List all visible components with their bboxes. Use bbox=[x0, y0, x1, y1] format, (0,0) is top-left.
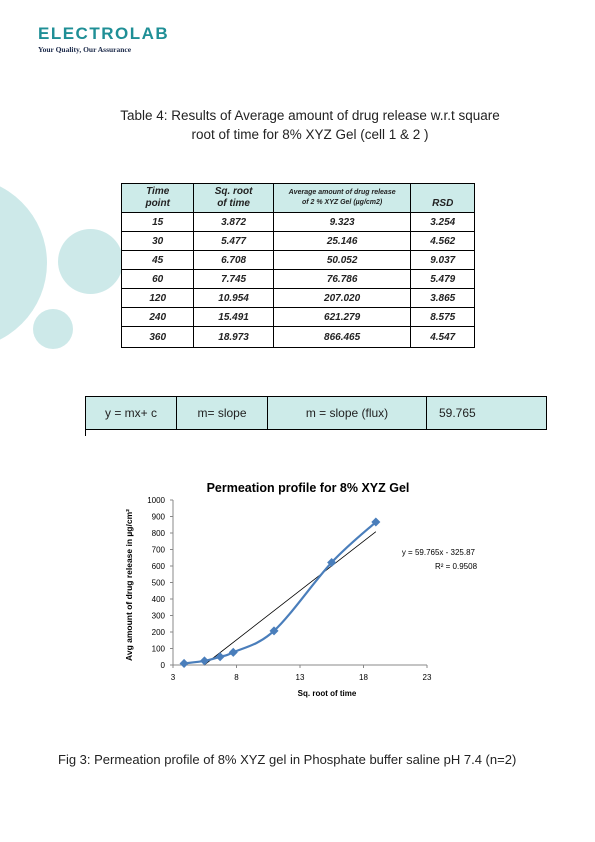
table-row: 45 6.708 50.052 9.037 bbox=[120, 250, 475, 270]
header-avg-line1: Average amount of drug release bbox=[288, 189, 396, 196]
data-point bbox=[269, 626, 279, 636]
table-title: Table 4: Results of Average amount of dr… bbox=[100, 106, 520, 144]
cell-time: 240 bbox=[120, 307, 195, 327]
y-tick-label: 900 bbox=[152, 513, 166, 522]
cell-time: 120 bbox=[120, 288, 195, 308]
slope-equation-cell: y = mx+ c bbox=[85, 396, 177, 430]
table-row: 240 15.491 621.279 8.575 bbox=[120, 307, 475, 327]
y-tick-label: 1000 bbox=[147, 496, 165, 505]
x-tick-label: 23 bbox=[423, 673, 432, 682]
cell-sqrt: 6.708 bbox=[193, 250, 274, 270]
logo-tagline: Your Quality, Our Assurance bbox=[38, 45, 132, 54]
cell-avg: 9.323 bbox=[272, 212, 412, 232]
cell-rsd: 4.562 bbox=[410, 231, 475, 251]
cell-avg: 866.465 bbox=[272, 326, 412, 348]
y-tick-label: 500 bbox=[152, 579, 166, 588]
cell-avg: 50.052 bbox=[272, 250, 412, 270]
header-avg-line2: of 2 % XYZ Gel (µg/cm2) bbox=[301, 199, 383, 206]
header-time-point: Time point bbox=[120, 183, 195, 213]
x-tick-label: 8 bbox=[234, 673, 239, 682]
y-tick-label: 800 bbox=[152, 529, 166, 538]
chart-series-group bbox=[179, 517, 381, 668]
table-row: 30 5.477 25.146 4.562 bbox=[120, 231, 475, 251]
header-time-line1: Time bbox=[146, 186, 170, 197]
decorative-circle-medium bbox=[58, 229, 123, 294]
data-point bbox=[199, 656, 209, 666]
company-logo: ELECTROLAB Your Quality, Our Assurance bbox=[38, 24, 170, 55]
slope-row: y = mx+ c m= slope m = slope (flux) 59.7… bbox=[85, 396, 547, 430]
cell-time: 15 bbox=[120, 212, 195, 232]
slope-value-cell: 59.765 bbox=[426, 396, 547, 430]
slope-label-cell: m= slope bbox=[176, 396, 268, 430]
cell-avg: 207.020 bbox=[272, 288, 412, 308]
y-tick-label: 300 bbox=[152, 612, 166, 621]
figure-caption: Fig 3: Permeation profile of 8% XYZ gel … bbox=[58, 752, 517, 767]
logo-name: ELECTROLAB bbox=[38, 24, 170, 43]
table-title-line-1: Table 4: Results of Average amount of dr… bbox=[120, 108, 500, 123]
drug-release-table: Time point Sq. root of time Average amou… bbox=[120, 183, 475, 348]
cell-avg: 621.279 bbox=[272, 307, 412, 327]
cell-avg: 25.146 bbox=[272, 231, 412, 251]
cell-sqrt: 15.491 bbox=[193, 307, 274, 327]
cell-sqrt: 5.477 bbox=[193, 231, 274, 251]
x-axis-label: Sq. root of time bbox=[298, 689, 357, 698]
y-tick-label: 600 bbox=[152, 562, 166, 571]
y-tick-label: 400 bbox=[152, 595, 166, 604]
slope-table: y = mx+ c m= slope m = slope (flux) 59.7… bbox=[85, 396, 547, 430]
header-sqrt-line2: of time bbox=[217, 198, 250, 209]
x-tick-label: 13 bbox=[296, 673, 305, 682]
y-tick-label: 100 bbox=[152, 645, 166, 654]
trendline-r-squared: R² = 0.9508 bbox=[435, 562, 478, 571]
chart-title: Permeation profile for 8% XYZ Gel bbox=[207, 481, 410, 495]
cell-sqrt: 3.872 bbox=[193, 212, 274, 232]
x-tick-label: 3 bbox=[171, 673, 176, 682]
data-point bbox=[215, 652, 225, 662]
header-time-line2: point bbox=[145, 198, 170, 209]
trendline bbox=[203, 531, 377, 666]
table-row: 120 10.954 207.020 3.865 bbox=[120, 288, 475, 308]
cell-rsd: 4.547 bbox=[410, 326, 475, 348]
cell-sqrt: 7.745 bbox=[193, 269, 274, 289]
trendline-equation: y = 59.765x - 325.87 bbox=[402, 548, 476, 557]
x-tick-label: 18 bbox=[359, 673, 368, 682]
table-title-line-2: root of time for 8% XYZ Gel (cell 1 & 2 … bbox=[191, 127, 429, 142]
table-row: 60 7.745 76.786 5.479 bbox=[120, 269, 475, 289]
series-line bbox=[183, 521, 377, 665]
chart-trendline-group bbox=[203, 531, 377, 666]
cell-time: 360 bbox=[120, 326, 195, 348]
data-point bbox=[179, 658, 189, 668]
table-row: 15 3.872 9.323 3.254 bbox=[120, 212, 475, 232]
y-tick-label: 0 bbox=[161, 661, 166, 670]
cell-sqrt: 10.954 bbox=[193, 288, 274, 308]
header-sqrt-line1: Sq. root bbox=[214, 186, 253, 197]
cell-sqrt: 18.973 bbox=[193, 326, 274, 348]
cell-rsd: 3.865 bbox=[410, 288, 475, 308]
y-tick-label: 700 bbox=[152, 546, 166, 555]
cell-rsd: 5.479 bbox=[410, 269, 475, 289]
cell-time: 45 bbox=[120, 250, 195, 270]
slope-flux-label-cell: m = slope (flux) bbox=[267, 396, 427, 430]
table-row: 360 18.973 866.465 4.547 bbox=[120, 326, 475, 348]
cell-time: 30 bbox=[120, 231, 195, 251]
decorative-circle-small bbox=[33, 309, 73, 349]
chart-axes: 0 100 200 300 400 500 600 700 800 900 1000 3 8 13 18 23 bbox=[147, 496, 432, 682]
header-sq-root: Sq. root of time bbox=[193, 183, 274, 213]
table-header-row: Time point Sq. root of time Average amou… bbox=[120, 183, 475, 213]
cell-rsd: 8.575 bbox=[410, 307, 475, 327]
cell-time: 60 bbox=[120, 269, 195, 289]
y-tick-label: 200 bbox=[152, 628, 166, 637]
cell-rsd: 3.254 bbox=[410, 212, 475, 232]
cell-avg: 76.786 bbox=[272, 269, 412, 289]
header-average-release: Average amount of drug release of 2 % XY… bbox=[272, 183, 412, 213]
data-point bbox=[228, 647, 238, 657]
cell-rsd: 9.037 bbox=[410, 250, 475, 270]
y-axis-label: Avg amount of drug release in µg/cm² bbox=[124, 509, 134, 661]
permeation-chart: Permeation profile for 8% XYZ Gel 0 100 20… bbox=[124, 481, 478, 698]
header-rsd: RSD bbox=[410, 183, 475, 213]
table-edge-line bbox=[85, 430, 86, 436]
